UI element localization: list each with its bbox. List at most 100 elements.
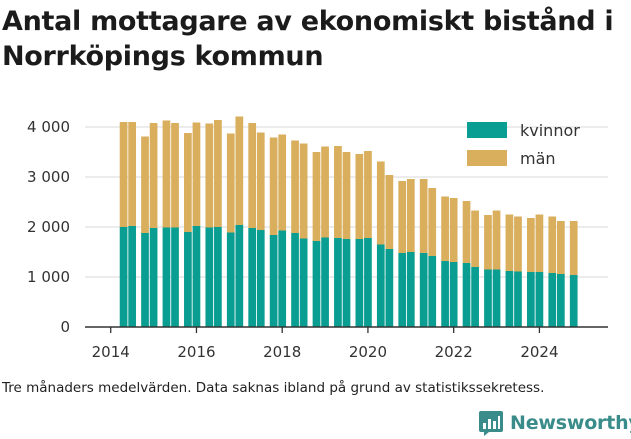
y-tick-label: 1 000 [27,268,70,286]
bar-man [526,218,535,272]
bar-kvinnor [505,271,514,327]
bar-kvinnor [141,233,149,327]
legend-label-kvinnor: kvinnor [520,121,580,140]
bar-kvinnor [119,227,128,327]
bar-kvinnor [184,232,192,327]
bar-man [406,179,415,252]
bar-man [556,221,565,274]
legend-swatch-man [467,150,507,166]
bar-man [376,161,385,245]
bar-man [484,215,492,270]
bar-kvinnor [171,227,179,327]
y-tick-label: 4 000 [27,118,70,136]
bar-man [235,116,244,225]
bar-man [355,154,364,239]
bar-man [312,152,321,241]
bar-man [334,146,342,238]
legend-label-man: män [520,149,556,168]
x-axis: 2014 2016 2018 2020 2022 2024 [85,326,608,361]
bar-kvinnor [321,237,329,327]
y-axis: 0 1 000 2 000 3 000 4 000 [27,118,70,336]
brand[interactable]: Newsworthy [478,408,631,438]
bar-man [226,133,235,233]
x-tick-label: 2016 [177,343,215,361]
bar-man [214,120,222,227]
bar-man [269,137,278,235]
bar-man [569,221,578,275]
bar-man [462,201,471,263]
bar-kvinnor [428,256,437,327]
bar-kvinnor [291,233,299,327]
bar-kvinnor [548,273,557,327]
bar-man [419,179,428,253]
bar-man [299,143,308,239]
bar-man [119,122,128,227]
bar-man [441,196,449,261]
bar-kvinnor [471,267,479,327]
bar-man [128,122,137,226]
bar-man [162,120,171,228]
bar-man [385,175,394,249]
bar-kvinnor [441,261,449,327]
bar-kvinnor [484,269,492,327]
x-tick-label: 2014 [92,343,130,361]
y-tick-label: 0 [60,318,70,336]
footnote: Tre månaders medelvärden. Data saknas ib… [2,380,545,396]
bar-kvinnor [514,271,522,327]
bar-man [149,123,158,228]
newsworthy-logo-icon [479,411,503,436]
bar-kvinnor [269,235,278,327]
bar-kvinnor [526,272,535,327]
bar-kvinnor [128,226,137,327]
bar-kvinnor [248,228,257,327]
bar-man [291,140,299,233]
bar-man [248,123,257,228]
bar-kvinnor [569,275,578,327]
stacked-bar-chart: 2014 2016 2018 2020 2022 2024 0 1 000 2 000 3 00… [27,116,608,361]
brand-name: Newsworthy [510,412,631,434]
bar-man [171,123,179,228]
bar-man [505,214,514,271]
bar-kvinnor [492,269,501,327]
bar-man [428,188,437,256]
bar-man [535,214,544,272]
bar-kvinnor [355,239,364,327]
bar-kvinnor [192,226,201,327]
bar-kvinnor [235,225,244,327]
bar-man [141,136,149,233]
bar-man [278,134,287,231]
bar-man [342,152,351,239]
bar-man [192,122,201,226]
bar-kvinnor [535,272,544,327]
bar-kvinnor [406,252,415,327]
bar-kvinnor [364,238,372,327]
bar-man [514,216,522,272]
bar-man [184,133,192,232]
bar-man [449,198,458,262]
chart-title: Antal mottagare av ekonomiskt bistånd i … [2,6,614,72]
bar-kvinnor [149,228,158,327]
legend-swatch-kvinnor [467,122,507,138]
bar-kvinnor [205,227,214,327]
y-tick-label: 3 000 [27,168,70,186]
bar-kvinnor [226,232,235,327]
bar-man [321,146,329,238]
bar-kvinnor [398,253,407,327]
bar-man [492,210,501,270]
x-tick-label: 2018 [263,343,301,361]
bar-man [548,216,557,273]
bar-kvinnor [334,238,342,327]
y-tick-label: 2 000 [27,218,70,236]
bar-kvinnor [376,244,385,327]
bar-kvinnor [556,274,565,327]
bar-kvinnor [419,253,428,327]
bar-man [256,132,265,230]
bar-man [398,181,407,253]
bar-kvinnor [462,263,471,327]
bar-kvinnor [312,241,321,327]
bar-man [364,151,372,238]
bar-kvinnor [278,230,287,327]
bar-man [471,210,479,267]
bar-kvinnor [256,230,265,327]
bar-kvinnor [342,239,351,327]
